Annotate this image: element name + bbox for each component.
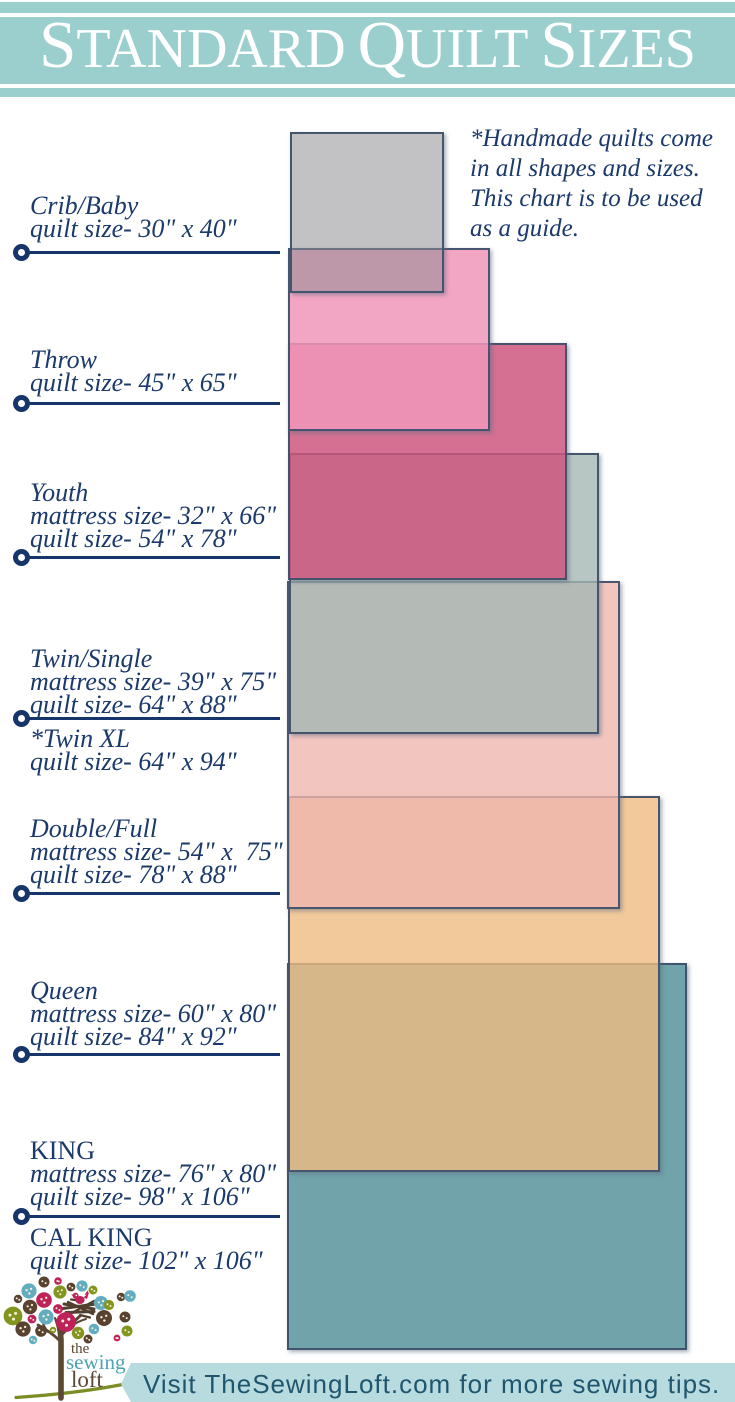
svg-text:loft: loft [71,1367,104,1392]
svg-text:the: the [71,1341,90,1357]
svg-text:sewing: sewing [66,1350,126,1374]
